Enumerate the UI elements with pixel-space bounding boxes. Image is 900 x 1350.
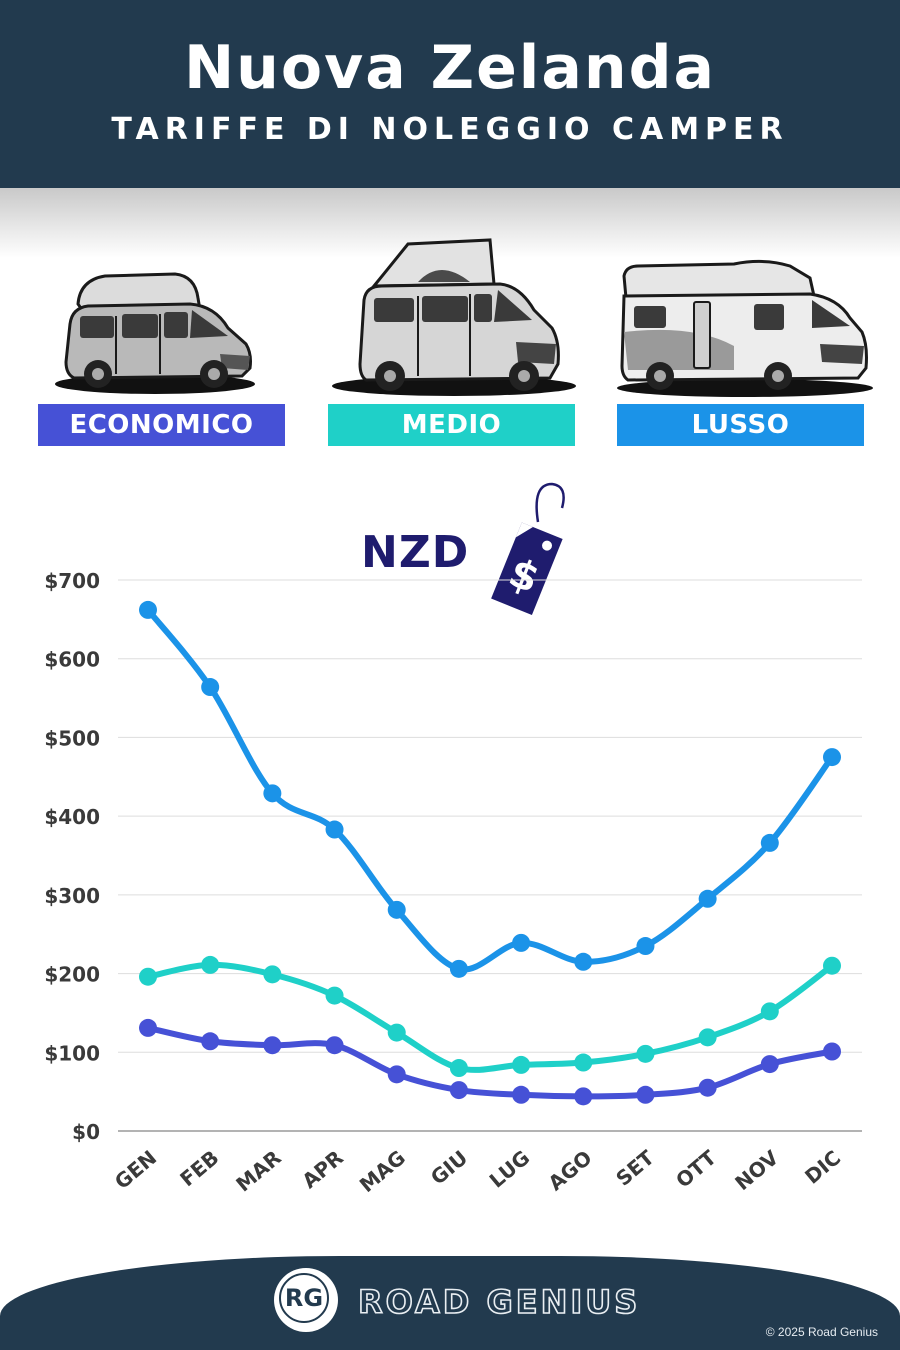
x-tick-label: DIC xyxy=(800,1145,845,1188)
motorhome-icon xyxy=(617,259,873,397)
x-tick-label: FEB xyxy=(175,1145,223,1191)
category-badge-economico: ECONOMICO xyxy=(38,404,285,446)
header-banner: Nuova Zelanda TARIFFE DI NOLEGGIO CAMPER xyxy=(0,0,900,188)
popup-roof-van-icon xyxy=(332,238,576,396)
data-point-medio xyxy=(263,965,282,984)
data-point-lusso xyxy=(387,900,406,919)
data-point-economico xyxy=(263,1036,282,1055)
x-tick-label: OTT xyxy=(671,1145,721,1192)
brand-logo: RG xyxy=(274,1268,338,1332)
data-point-medio xyxy=(574,1053,593,1072)
data-point-economico xyxy=(512,1085,531,1104)
data-point-economico xyxy=(760,1055,779,1074)
data-point-lusso xyxy=(574,952,593,971)
data-point-medio xyxy=(325,986,344,1005)
data-point-economico xyxy=(449,1081,468,1100)
x-tick-label: NOV xyxy=(730,1145,783,1195)
data-point-economico xyxy=(574,1087,593,1106)
data-point-medio xyxy=(512,1055,531,1074)
data-point-lusso xyxy=(263,784,282,803)
x-tick-label: GIU xyxy=(426,1145,472,1189)
data-point-lusso xyxy=(698,889,717,908)
brand-name: ROAD GENIUS xyxy=(357,1282,641,1322)
x-tick-label: MAR xyxy=(231,1145,285,1196)
data-point-lusso xyxy=(449,959,468,978)
data-point-medio xyxy=(760,1002,779,1021)
data-point-lusso xyxy=(201,678,220,697)
currency-label: NZD xyxy=(361,527,470,578)
data-point-economico xyxy=(698,1078,717,1097)
price-line-chart: $0 $100 $200 $300 $400 $500 $600 $700 GEN FEB MAR… xyxy=(44,569,862,1197)
data-point-medio xyxy=(387,1023,406,1042)
data-point-economico xyxy=(636,1085,655,1104)
category-badge-lusso: LUSSO xyxy=(617,404,864,446)
data-point-medio xyxy=(698,1028,717,1047)
y-tick-label: $100 xyxy=(44,1041,100,1065)
data-point-medio xyxy=(139,967,157,986)
y-tick-label: $200 xyxy=(44,963,100,987)
data-point-lusso xyxy=(823,748,841,767)
data-point-lusso xyxy=(636,937,655,956)
compact-campervan-icon xyxy=(55,272,255,394)
brand-logo-text: RG xyxy=(279,1273,329,1323)
data-point-medio xyxy=(636,1044,655,1063)
x-tick-label: APR xyxy=(297,1145,347,1193)
x-tick-label: MAG xyxy=(355,1145,410,1197)
data-point-lusso xyxy=(760,833,779,852)
data-point-lusso xyxy=(139,600,157,619)
data-point-economico xyxy=(387,1065,406,1084)
x-tick-label: AGO xyxy=(544,1145,597,1195)
data-point-economico xyxy=(201,1032,220,1051)
page-title: Nuova Zelanda xyxy=(183,33,717,103)
y-tick-label: $600 xyxy=(44,648,100,672)
y-tick-label: $500 xyxy=(44,726,100,750)
data-point-economico xyxy=(139,1018,157,1037)
data-point-lusso xyxy=(325,820,344,839)
x-tick-label: SET xyxy=(611,1145,659,1190)
series-line-economico xyxy=(145,1024,835,1100)
page-subtitle: TARIFFE DI NOLEGGIO CAMPER xyxy=(111,112,789,147)
copyright-text: © 2025 Road Genius xyxy=(765,1325,878,1339)
series-line-lusso xyxy=(145,606,835,973)
y-tick-label: $400 xyxy=(44,805,100,829)
y-tick-label: $300 xyxy=(44,884,100,908)
data-point-economico xyxy=(325,1036,344,1055)
y-tick-label: $700 xyxy=(44,569,100,593)
series-line-medio xyxy=(145,961,835,1073)
data-point-medio xyxy=(201,955,220,974)
data-point-lusso xyxy=(512,933,531,952)
data-point-medio xyxy=(823,956,841,975)
x-tick-label: GEN xyxy=(110,1145,161,1193)
y-tick-label: $0 xyxy=(72,1120,100,1144)
x-tick-label: LUG xyxy=(485,1145,535,1192)
footer-bar xyxy=(0,1256,900,1350)
data-point-economico xyxy=(823,1042,841,1061)
category-badge-medio: MEDIO xyxy=(328,404,575,446)
dollar-price-tag-icon: $ xyxy=(491,482,565,616)
data-point-medio xyxy=(449,1059,468,1078)
